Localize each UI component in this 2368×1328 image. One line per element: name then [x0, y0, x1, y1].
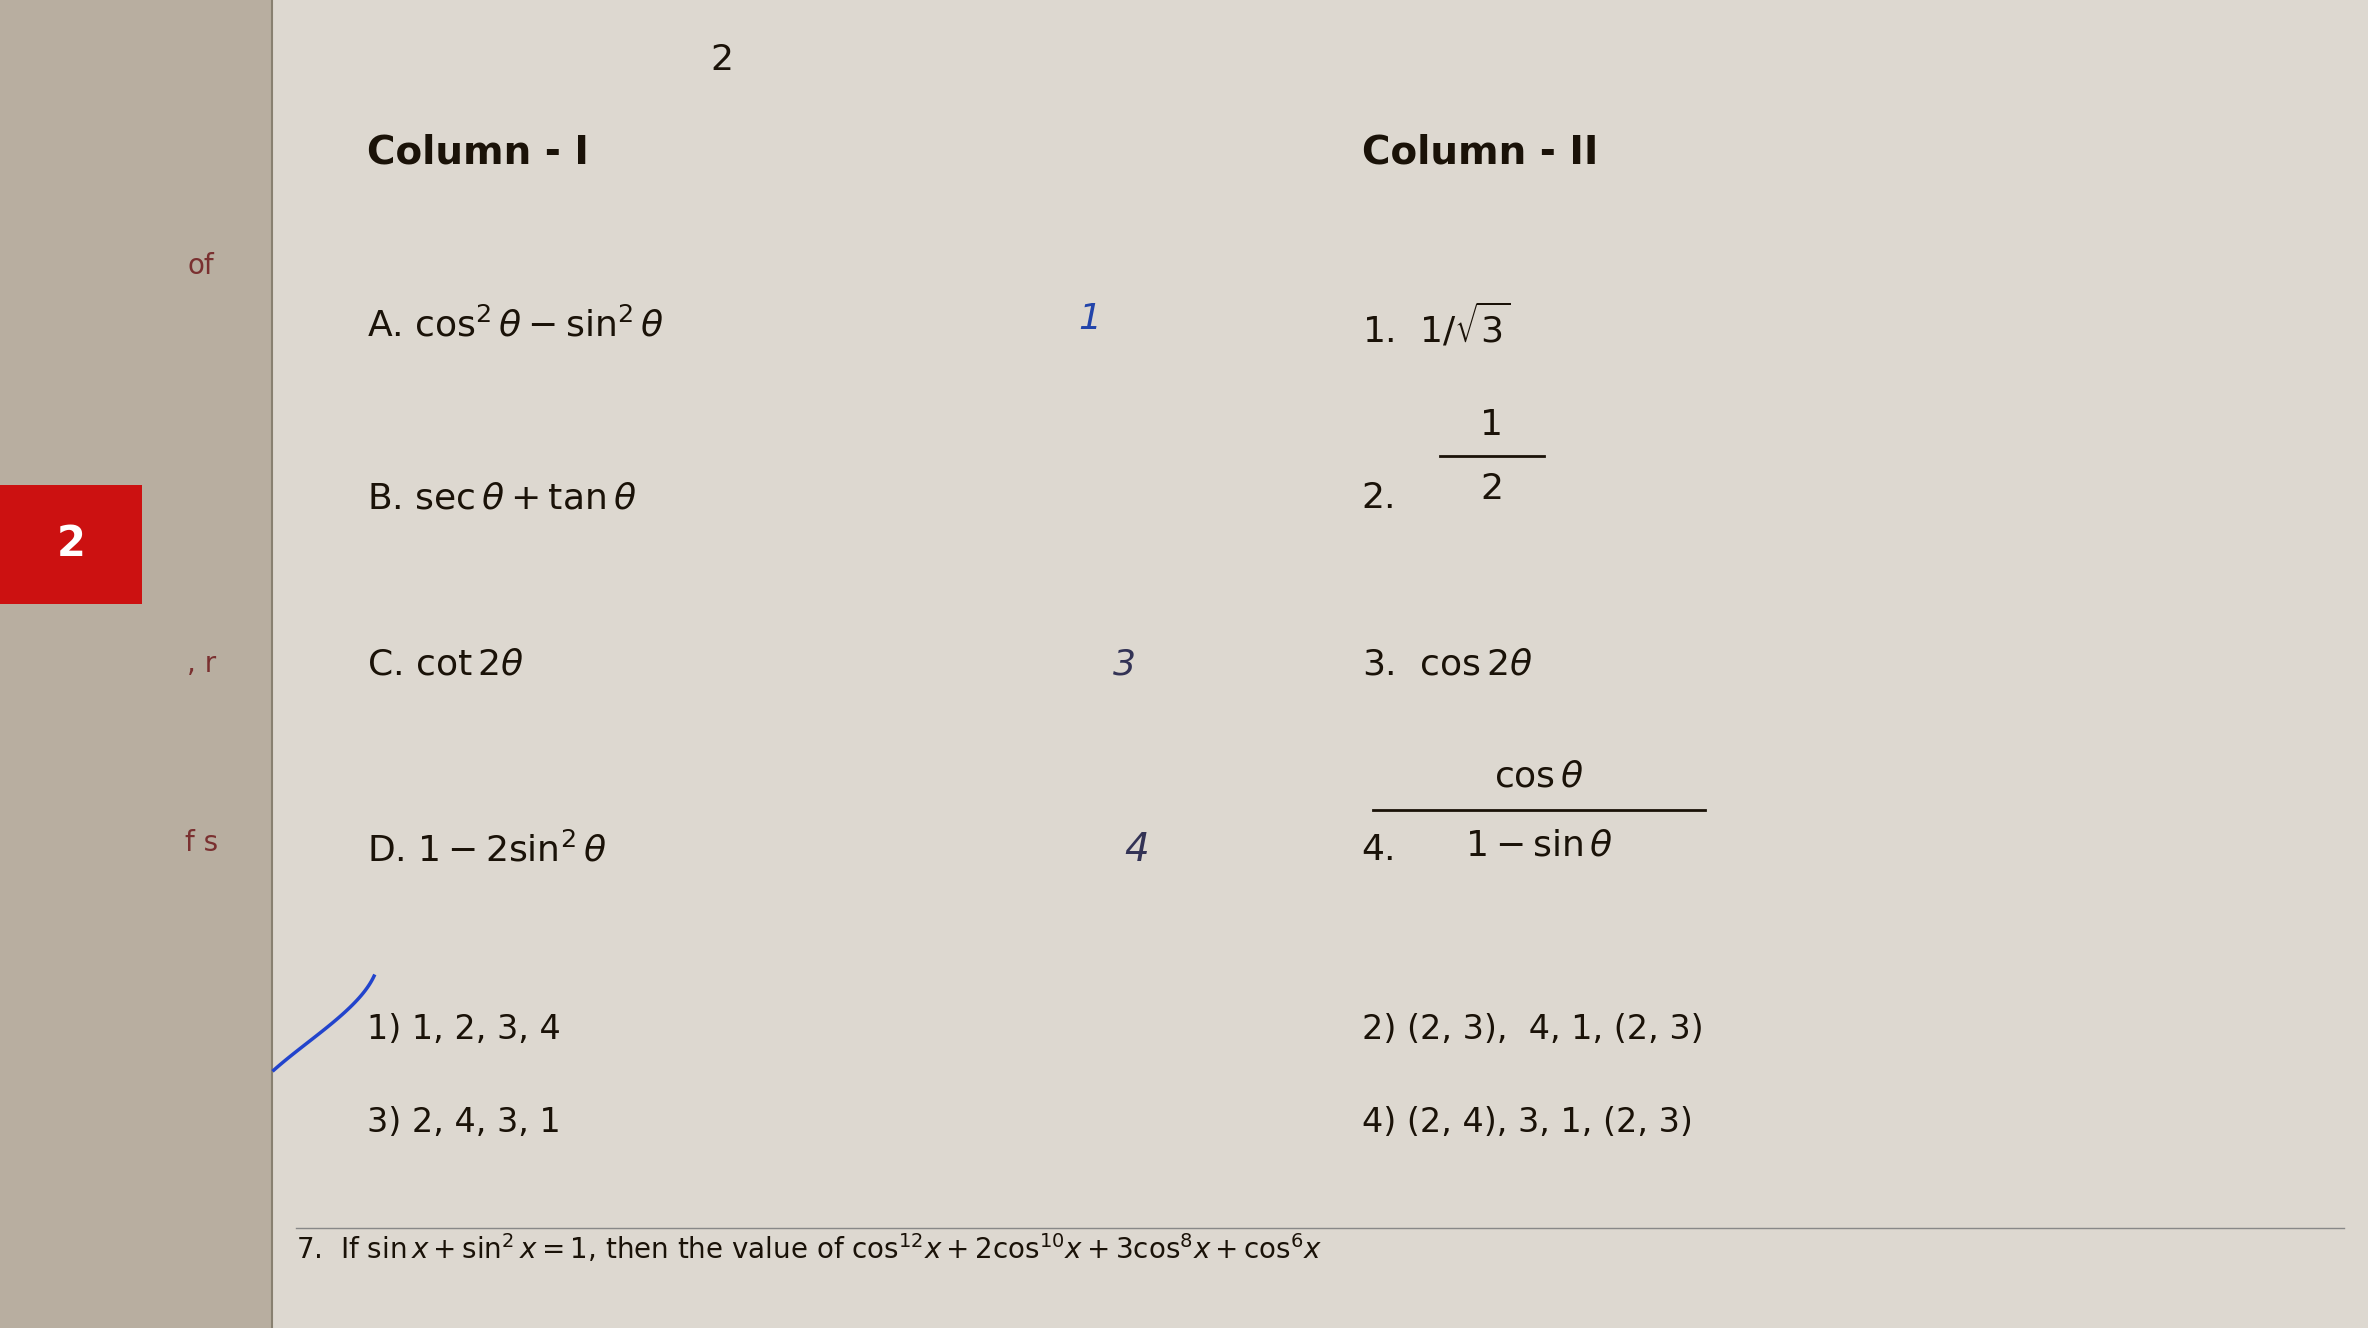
Text: 3: 3	[1113, 647, 1137, 681]
Text: f s: f s	[185, 829, 218, 858]
Text: 2: 2	[57, 523, 85, 566]
Text: 1: 1	[1077, 301, 1101, 336]
Text: Column - I: Column - I	[367, 134, 590, 171]
Text: B. $\sec\theta + \tan\theta$: B. $\sec\theta + \tan\theta$	[367, 481, 637, 515]
Text: 3.  $\cos 2\theta$: 3. $\cos 2\theta$	[1362, 647, 1532, 681]
Text: C. $\cot 2\theta$: C. $\cot 2\theta$	[367, 647, 523, 681]
Text: 4.: 4.	[1362, 833, 1397, 867]
Text: 2.: 2.	[1362, 481, 1397, 515]
Text: of: of	[187, 251, 215, 280]
Text: 2) (2, 3),  4, 1, (2, 3): 2) (2, 3), 4, 1, (2, 3)	[1362, 1013, 1703, 1045]
Text: 3) 2, 4, 3, 1: 3) 2, 4, 3, 1	[367, 1106, 561, 1138]
Text: $\cos\theta$: $\cos\theta$	[1494, 760, 1584, 794]
Text: 4: 4	[1125, 831, 1148, 869]
Text: Column - II: Column - II	[1362, 134, 1598, 171]
Text: 1.  $1/\sqrt{3}$: 1. $1/\sqrt{3}$	[1362, 301, 1511, 349]
Text: 2: 2	[710, 42, 734, 77]
Text: 1: 1	[1480, 408, 1504, 442]
Text: 2: 2	[1480, 471, 1504, 506]
Text: $1 - \sin\theta$: $1 - \sin\theta$	[1466, 829, 1613, 863]
Text: 1) 1, 2, 3, 4: 1) 1, 2, 3, 4	[367, 1013, 561, 1045]
Bar	[0, 485, 142, 604]
Text: 7.  If $\sin x + \sin^2 x = 1$, then the value of $\mathrm{cos}^{12}x + 2\mathrm: 7. If $\sin x + \sin^2 x = 1$, then the …	[296, 1232, 1321, 1264]
Text: D. $1-2\sin^2\theta$: D. $1-2\sin^2\theta$	[367, 831, 606, 869]
Text: 4) (2, 4), 3, 1, (2, 3): 4) (2, 4), 3, 1, (2, 3)	[1362, 1106, 1693, 1138]
Bar	[272, 0, 2368, 1328]
Text: A. $\cos^2\theta - \sin^2\theta$: A. $\cos^2\theta - \sin^2\theta$	[367, 307, 663, 344]
Text: , r: , r	[187, 649, 215, 679]
